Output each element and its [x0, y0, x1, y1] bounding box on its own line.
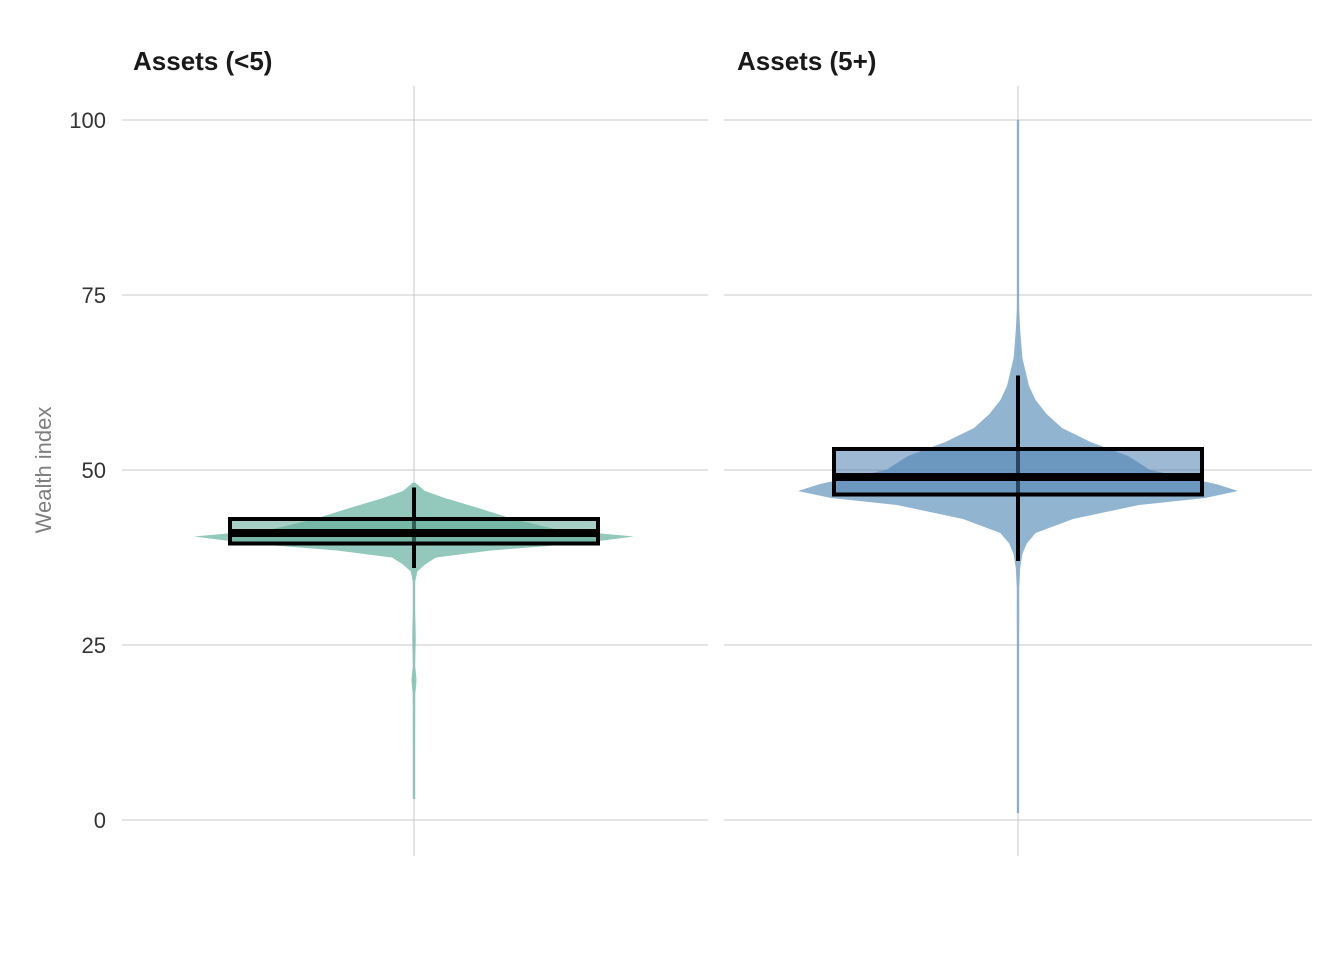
panel-assets-lt5: Assets (<5): [122, 46, 708, 856]
box-assets-5plus: [832, 447, 1204, 497]
y-tick-label-75: 75: [82, 283, 106, 308]
violin-assets-lt5: [194, 482, 634, 799]
y-axis-title: Wealth index: [31, 407, 56, 534]
y-tick-label-100: 100: [69, 108, 106, 133]
panel-assets-5plus: Assets (5+): [724, 46, 1312, 856]
panel-title-assets-5plus: Assets (5+): [737, 46, 876, 76]
y-tick-label-25: 25: [82, 633, 106, 658]
panel-title-assets-lt5: Assets (<5): [133, 46, 272, 76]
y-axis: 0 25 50 75 100: [69, 108, 106, 833]
y-tick-label-50: 50: [82, 458, 106, 483]
y-tick-label-0: 0: [94, 808, 106, 833]
